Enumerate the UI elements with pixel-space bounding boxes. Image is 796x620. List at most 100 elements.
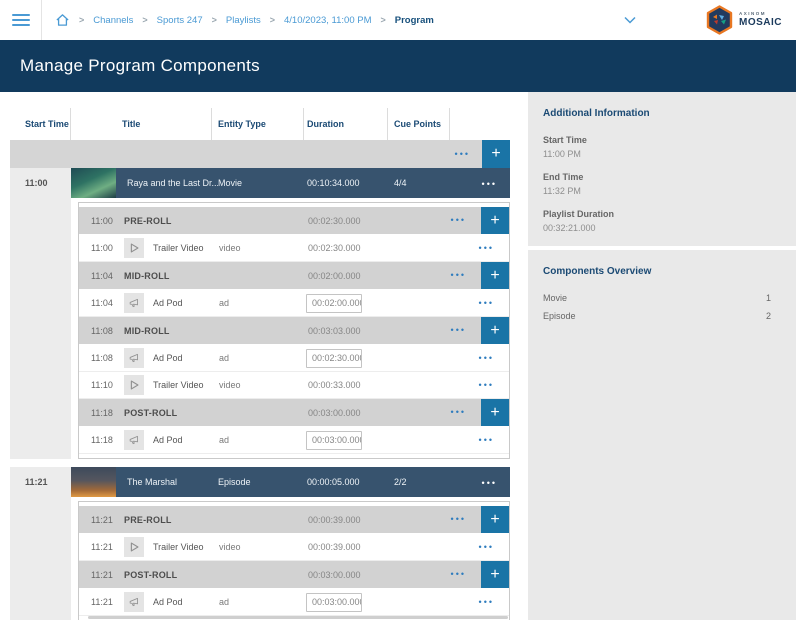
- break-more-actions-icon[interactable]: •••: [450, 325, 466, 335]
- component-row[interactable]: 11:00 Trailer Video video 00:02:30.000 •…: [79, 235, 509, 262]
- break-row[interactable]: 11:21 PRE-ROLL 00:00:39.000 ••• +: [79, 506, 509, 533]
- break-more-actions-icon[interactable]: •••: [450, 407, 466, 417]
- axinom-mosaic-logo[interactable]: AXINOM MOSAIC: [706, 5, 782, 35]
- component-time: 11:10: [91, 380, 113, 390]
- component-more-actions-icon[interactable]: •••: [478, 242, 494, 253]
- break-more-actions-icon[interactable]: •••: [450, 215, 466, 225]
- break-row[interactable]: 11:08 MID-ROLL 00:03:03.000 ••• +: [79, 317, 509, 344]
- page-header-band: Manage Program Components: [0, 40, 796, 92]
- component-title: Ad Pod: [153, 435, 183, 445]
- ad-duration-input[interactable]: [306, 293, 362, 313]
- break-duration: 00:00:39.000: [308, 514, 361, 525]
- program-group: 11:21 The Marshal Episode 00:00:05.000 2…: [10, 467, 510, 620]
- add-component-button[interactable]: +: [481, 207, 509, 234]
- component-row[interactable]: 11:04 Ad Pod ad •••: [79, 290, 509, 317]
- overview-label: Episode: [543, 311, 576, 321]
- horizontal-scrollbar[interactable]: [88, 616, 508, 619]
- column-header-start-time: Start Time: [10, 108, 71, 140]
- overview-label: Movie: [543, 293, 568, 303]
- component-type: video: [219, 380, 241, 390]
- playlist-more-actions-icon[interactable]: •••: [454, 148, 470, 159]
- component-more-actions-icon[interactable]: •••: [478, 297, 494, 308]
- program-components-table-area: Start Time Title Entity Type Duration Cu…: [0, 92, 528, 620]
- breadcrumb-channels[interactable]: Channels: [93, 14, 134, 26]
- table-header-row: Start Time Title Entity Type Duration Cu…: [10, 108, 510, 140]
- column-header-title: Title: [71, 108, 212, 140]
- info-sidebar: Additional Information Start Time 11:00 …: [528, 92, 796, 620]
- program-entity-type: Movie: [218, 178, 243, 188]
- ad-duration-input[interactable]: [306, 430, 362, 450]
- additional-information-section: Additional Information Start Time 11:00 …: [528, 92, 796, 233]
- add-component-button[interactable]: +: [481, 262, 509, 289]
- component-more-actions-icon[interactable]: •••: [478, 541, 494, 552]
- info-field-label: Playlist Duration: [543, 209, 615, 219]
- breadcrumb-playlist-date[interactable]: 4/10/2023, 11:00 PM: [284, 14, 372, 26]
- logo-company-name: AXINOM: [739, 11, 766, 17]
- hamburger-menu-button[interactable]: [0, 0, 42, 40]
- break-time: 11:04: [91, 270, 113, 281]
- add-component-button[interactable]: +: [481, 317, 509, 344]
- component-title: Ad Pod: [153, 597, 183, 607]
- component-type: ad: [219, 435, 230, 445]
- break-time: 11:08: [91, 325, 113, 336]
- program-row[interactable]: The Marshal Episode 00:00:05.000 2/2 •••: [71, 467, 510, 497]
- add-program-button[interactable]: +: [482, 140, 510, 168]
- info-field-value: 11:32 PM: [543, 186, 581, 196]
- component-title: Trailer Video: [153, 380, 204, 390]
- overview-count: 1: [765, 293, 771, 303]
- break-time: 11:21: [91, 569, 113, 580]
- top-navigation-bar: > Channels > Sports 247 > Playlists > 4/…: [0, 0, 796, 40]
- breadcrumb-separator: >: [211, 15, 217, 25]
- component-more-actions-icon[interactable]: •••: [478, 379, 494, 390]
- ad-duration-input[interactable]: [306, 592, 362, 612]
- break-duration: 00:03:00.000: [308, 569, 361, 580]
- info-field-label: End Time: [543, 172, 584, 182]
- add-component-button[interactable]: +: [481, 561, 509, 588]
- component-duration: 00:00:39.000: [308, 542, 361, 552]
- break-more-actions-icon[interactable]: •••: [450, 270, 466, 280]
- column-header-actions: [450, 108, 510, 140]
- program-group: 11:00 Raya and the Last Dr... Movie 00:1…: [10, 168, 510, 459]
- component-more-actions-icon[interactable]: •••: [478, 352, 494, 363]
- megaphone-icon: [124, 592, 144, 612]
- megaphone-icon: [124, 293, 144, 313]
- component-row[interactable]: 11:21 Trailer Video video 00:00:39.000 •…: [79, 534, 509, 561]
- program-more-actions-icon[interactable]: •••: [481, 478, 497, 488]
- component-row[interactable]: 11:21 Ad Pod ad •••: [79, 589, 509, 616]
- program-components-panel: 11:21 PRE-ROLL 00:00:39.000 ••• + 11:21: [78, 501, 510, 620]
- break-row[interactable]: 11:00 PRE-ROLL 00:02:30.000 ••• +: [79, 207, 509, 234]
- mosaic-hexagon-icon: [706, 5, 733, 35]
- user-menu-button[interactable]: [614, 10, 646, 30]
- add-component-button[interactable]: +: [481, 506, 509, 533]
- ad-duration-input[interactable]: [306, 348, 362, 368]
- component-more-actions-icon[interactable]: •••: [478, 596, 494, 607]
- component-row[interactable]: 11:10 Trailer Video video 00:00:33.000 •…: [79, 372, 509, 399]
- break-row[interactable]: 11:04 MID-ROLL 00:02:00.000 ••• +: [79, 262, 509, 289]
- program-row[interactable]: Raya and the Last Dr... Movie 00:10:34.0…: [71, 168, 510, 198]
- program-cue-points: 2/2: [394, 477, 407, 487]
- breadcrumb-sports-247[interactable]: Sports 247: [156, 14, 203, 26]
- component-row[interactable]: 11:08 Ad Pod ad •••: [79, 345, 509, 372]
- play-icon: [124, 537, 144, 557]
- page-title: Manage Program Components: [20, 56, 260, 75]
- program-start-time-cell: 11:00: [10, 168, 71, 459]
- break-row[interactable]: 11:18 POST-ROLL 00:03:00.000 ••• +: [79, 399, 509, 426]
- break-row[interactable]: 11:21 POST-ROLL 00:03:00.000 ••• +: [79, 561, 509, 588]
- add-component-button[interactable]: +: [481, 399, 509, 426]
- break-label: MID-ROLL: [124, 270, 170, 281]
- home-icon[interactable]: [55, 13, 70, 27]
- component-more-actions-icon[interactable]: •••: [478, 434, 494, 445]
- breadcrumb-playlists[interactable]: Playlists: [225, 14, 261, 26]
- program-cue-points: 4/4: [394, 178, 407, 188]
- program-more-actions-icon[interactable]: •••: [481, 179, 497, 189]
- component-row[interactable]: 11:18 Ad Pod ad •••: [79, 427, 509, 454]
- info-field-value: 00:32:21.000: [543, 223, 596, 233]
- component-type: ad: [219, 353, 230, 363]
- hamburger-icon: [11, 14, 30, 26]
- break-more-actions-icon[interactable]: •••: [450, 514, 466, 524]
- component-time: 11:08: [91, 353, 113, 363]
- break-more-actions-icon[interactable]: •••: [450, 569, 466, 579]
- component-type: ad: [219, 597, 230, 607]
- info-field: Playlist Duration 00:32:21.000: [543, 209, 776, 233]
